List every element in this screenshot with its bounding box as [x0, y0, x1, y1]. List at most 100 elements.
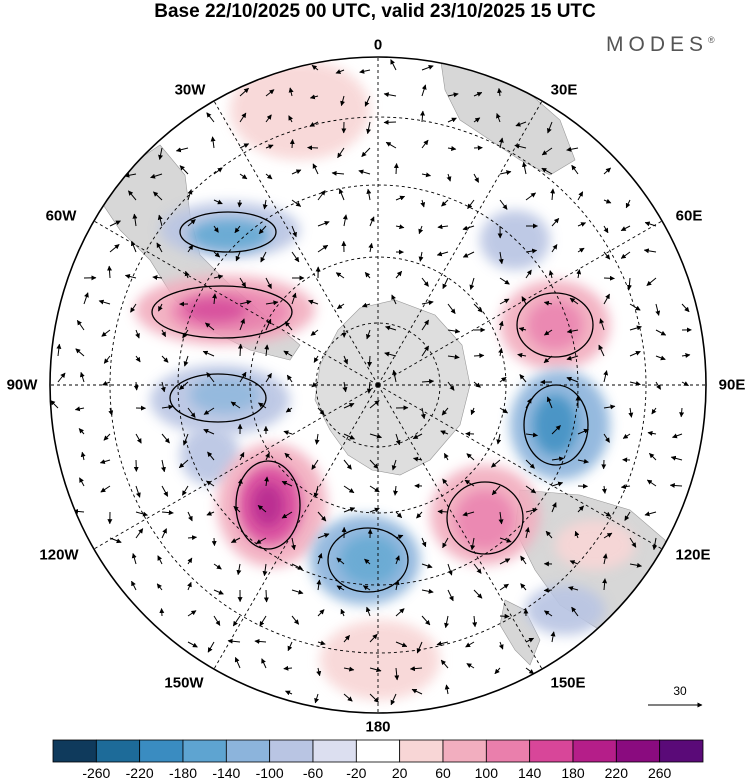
wind-vector: [393, 163, 399, 175]
wind-vector: [543, 329, 553, 336]
wind-vector: [679, 407, 685, 418]
wind-vector: [285, 407, 293, 413]
wind-vector: [603, 275, 615, 281]
colorbar-tick-label: -260: [82, 765, 111, 781]
wind-vector: [499, 376, 507, 383]
wind-vector: [265, 318, 272, 331]
wind-vector: [543, 587, 553, 593]
wind-vector: [603, 225, 609, 234]
wind-vector: [343, 485, 355, 494]
wind-vector: [230, 401, 241, 409]
wind-vector: [628, 407, 634, 418]
wind-vector: [395, 511, 403, 518]
wind-vector: [187, 557, 193, 565]
wind-vector: [524, 527, 530, 539]
colorbar-tick-label: 180: [561, 765, 585, 781]
wind-vector: [496, 433, 502, 445]
wind-vector: [383, 119, 397, 125]
wind-vector: [440, 430, 449, 436]
wind-vector: [291, 537, 296, 551]
wind-vector: [473, 589, 483, 599]
wind-vector: [385, 141, 397, 149]
wind-vector: [447, 92, 459, 98]
wind-vector: [525, 432, 538, 438]
wind-vector: [498, 137, 504, 149]
wind-vector: [237, 343, 243, 357]
field-layer: [50, 57, 706, 713]
wind-vector: [603, 433, 610, 443]
wind-vector: [420, 407, 426, 420]
wind-vector: [156, 242, 163, 253]
label-150w: 150W: [164, 674, 204, 692]
wind-vector: [525, 192, 537, 201]
wind-vector: [369, 507, 380, 513]
wind-vector: [525, 667, 535, 675]
wind-vector: [264, 476, 270, 487]
wind-vector: [317, 511, 327, 522]
wind-vector: [368, 242, 374, 253]
wind-vector: [551, 244, 558, 253]
label-30w: 30W: [174, 81, 206, 99]
colorbar-tick-label: -100: [255, 765, 284, 781]
wind-vector: [577, 505, 584, 513]
wind-vector: [444, 684, 450, 695]
wind-vector: [335, 272, 345, 279]
wind-vector: [465, 641, 475, 648]
wind-vector: [446, 173, 452, 182]
wind-vector: [307, 145, 319, 151]
wind-vector: [310, 329, 319, 336]
wind-vector: [340, 608, 346, 617]
wind-vector: [161, 485, 169, 497]
label-30e: 30E: [550, 81, 578, 99]
wind-vector: [643, 248, 657, 254]
wind-vector: [411, 688, 423, 695]
wind-vector: [550, 631, 556, 643]
wind-vector: [284, 452, 293, 461]
wind-vector: [440, 659, 449, 669]
colorbar-tick-label: 260: [647, 765, 672, 781]
wind-vector: [385, 325, 397, 331]
wind-vector: [367, 355, 373, 367]
wind-vector: [283, 665, 293, 671]
wind-vector: [421, 615, 431, 626]
wind-vector: [436, 251, 449, 257]
wind-vector: [518, 326, 527, 332]
wind-vector: [103, 355, 111, 364]
colorbar-tick-label: -20: [346, 765, 367, 781]
wind-vector: [254, 638, 267, 644]
wind-vector: [343, 693, 353, 702]
wind-vector: [447, 381, 455, 391]
wind-vector: [255, 537, 267, 545]
colorbar-swatch: [572, 739, 617, 763]
colorbar-swatch: [139, 739, 184, 763]
wind-vector: [286, 374, 293, 383]
wind-vector: [473, 117, 481, 123]
wind-vector: [421, 84, 427, 97]
wind-vector: [418, 225, 424, 235]
wind-vector: [99, 459, 111, 464]
wind-vector: [107, 265, 112, 279]
colorbar-swatch: [485, 739, 531, 763]
reference-vector-label: 30: [673, 684, 687, 698]
wind-vector: [265, 277, 272, 289]
brand-logo: MODES®: [606, 33, 715, 57]
wind-vector: [622, 433, 631, 439]
wind-vector: [187, 641, 198, 648]
wind-vector: [331, 170, 345, 176]
wind-vector: [655, 355, 666, 361]
wind-vector: [289, 139, 295, 149]
wind-vector: [313, 355, 319, 363]
wind-vector: [395, 195, 406, 201]
wind-vector: [364, 95, 371, 107]
wind-vector: [421, 172, 431, 178]
wind-vector: [568, 586, 579, 591]
wind-vector: [239, 143, 250, 149]
wind-vector: [525, 507, 538, 513]
wind-vector: [624, 511, 631, 521]
wind-vector: [421, 588, 434, 594]
wind-vector: [207, 451, 215, 461]
wind-vector: [78, 428, 85, 435]
wind-vector: [227, 638, 241, 644]
colorbar-tick-label: -140: [212, 765, 241, 781]
wind-vector: [213, 167, 223, 175]
